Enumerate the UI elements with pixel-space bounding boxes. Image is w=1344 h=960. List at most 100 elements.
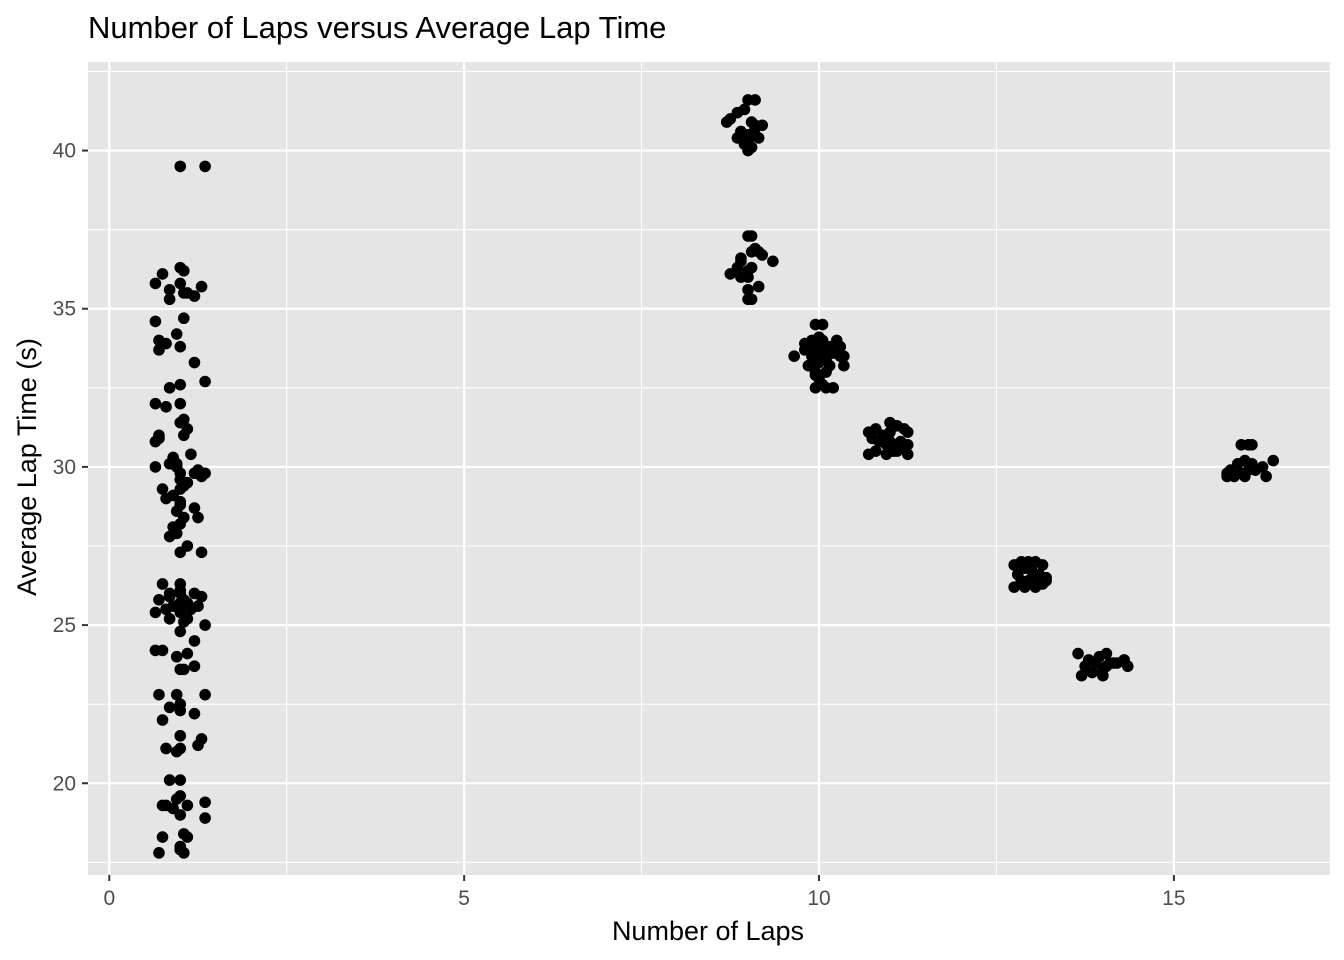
data-point (894, 435, 907, 448)
data-point (174, 790, 187, 802)
data-point (838, 359, 850, 372)
data-point (742, 283, 754, 296)
data-point (170, 650, 183, 663)
data-point (160, 401, 172, 413)
data-point (195, 590, 208, 603)
data-point (749, 122, 761, 135)
data-point (767, 255, 779, 268)
data-point (149, 315, 162, 328)
data-point (1100, 660, 1113, 673)
data-point (735, 271, 747, 283)
data-point (174, 378, 187, 391)
x-tick-label: 15 (1162, 887, 1185, 910)
data-point (745, 230, 758, 242)
data-point (181, 540, 194, 552)
data-point (199, 467, 211, 480)
y-axis-title: Average Lap Time (s) (12, 338, 42, 596)
data-point (163, 293, 176, 306)
data-point (181, 647, 194, 660)
data-point (163, 382, 176, 394)
data-point (752, 132, 765, 144)
data-point (153, 847, 165, 859)
data-point (1086, 666, 1099, 679)
data-point (174, 416, 187, 429)
data-point (816, 318, 829, 331)
data-point (181, 799, 194, 812)
data-point (188, 660, 201, 673)
data-point (174, 340, 187, 353)
data-point (742, 138, 754, 151)
data-point (170, 688, 183, 701)
data-point (174, 277, 187, 290)
data-point (170, 457, 183, 470)
data-point (170, 527, 183, 540)
data-point (174, 774, 187, 786)
data-point (1249, 464, 1262, 476)
data-point (199, 375, 211, 388)
data-point (884, 426, 896, 438)
data-point (788, 350, 800, 362)
data-point (163, 587, 176, 600)
y-axis: 20 25 30 35 40 (53, 140, 88, 795)
data-point (156, 268, 169, 280)
data-point (1260, 470, 1272, 483)
data-point (178, 312, 190, 325)
data-point (153, 688, 165, 701)
data-point (891, 445, 903, 457)
y-tick-label: 35 (53, 298, 76, 321)
data-point (174, 473, 187, 486)
data-point (1019, 581, 1031, 593)
data-point (149, 644, 162, 657)
data-point (199, 619, 211, 631)
data-point (174, 730, 187, 742)
data-point (199, 796, 211, 809)
data-point (170, 745, 183, 758)
data-point (745, 261, 758, 274)
data-point (806, 340, 818, 353)
data-point (1121, 660, 1134, 673)
data-point (1100, 647, 1113, 660)
data-point (1111, 657, 1123, 669)
data-point (174, 625, 187, 638)
data-point (149, 606, 162, 619)
data-point (174, 809, 187, 821)
data-point (1072, 647, 1084, 660)
data-point (752, 280, 765, 293)
y-tick-label: 40 (53, 140, 76, 163)
data-point (869, 445, 882, 457)
data-point (1267, 454, 1280, 467)
data-point (174, 584, 187, 597)
data-point (1036, 559, 1049, 571)
data-point (174, 597, 187, 609)
data-point (199, 160, 211, 173)
data-point (174, 160, 187, 173)
data-point (742, 293, 754, 306)
data-point (901, 426, 914, 438)
data-point (1221, 470, 1233, 483)
data-point (163, 774, 176, 786)
x-axis-title: Number of Laps (612, 916, 804, 946)
data-point (156, 578, 169, 590)
data-point (149, 461, 162, 473)
data-point (192, 739, 204, 752)
data-point (174, 495, 187, 508)
data-point (195, 546, 208, 559)
data-point (178, 287, 190, 299)
data-point (149, 397, 162, 410)
data-point (192, 600, 204, 612)
data-point (1242, 438, 1255, 451)
plot-panel (88, 62, 1330, 875)
x-tick-label: 0 (103, 887, 115, 910)
data-point (174, 518, 187, 530)
data-point (749, 242, 761, 255)
data-point (1040, 575, 1052, 587)
data-point (188, 502, 201, 514)
data-point (735, 125, 747, 138)
x-axis: 0 5 10 15 (103, 875, 1186, 910)
data-point (160, 337, 172, 350)
data-point (163, 612, 176, 625)
data-point (809, 366, 822, 378)
data-point (160, 799, 172, 812)
data-point (163, 701, 176, 714)
